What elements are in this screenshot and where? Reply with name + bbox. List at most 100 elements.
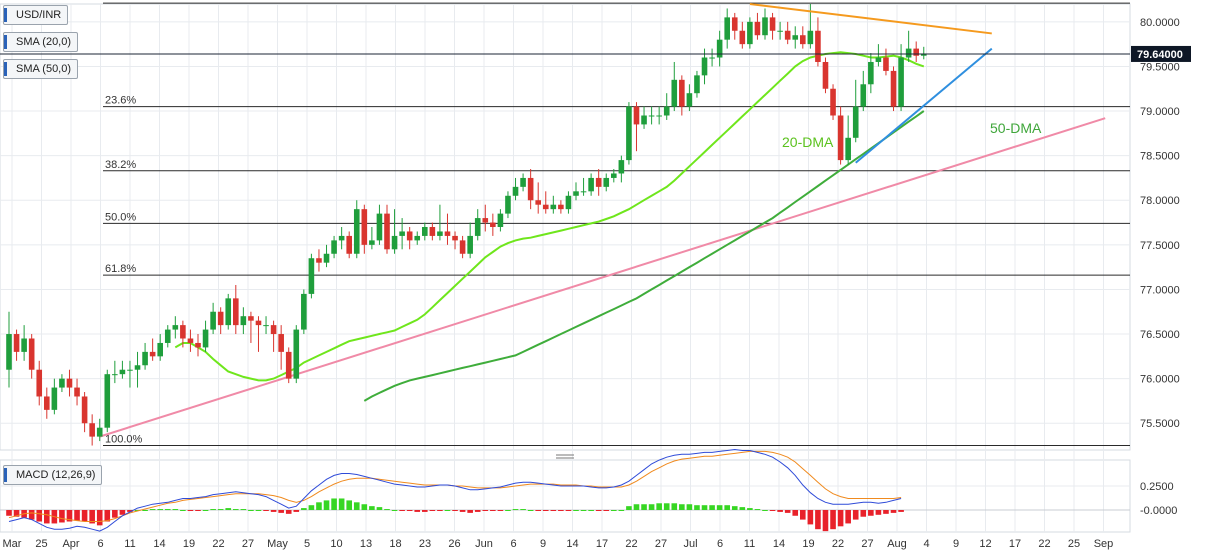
date-tick-label: 6 [717,538,723,550]
candle-body [255,320,262,326]
candle-body [762,17,768,36]
date-tick-label: 23 [419,538,431,550]
macd-histogram-bar [626,506,632,510]
candle-body [172,325,179,330]
candle-body [497,213,504,227]
macd-histogram-bar [293,510,300,512]
candle-body [338,235,345,241]
candle-body [754,21,761,36]
candle-body [716,39,723,58]
date-tick-label: 12 [979,538,991,550]
macd-panel [0,459,1131,533]
candle-body [119,369,126,375]
date-tick-label: 5 [304,538,310,550]
price-tick-label: 76.5000 [1140,329,1180,341]
macd-line [8,448,902,532]
candle-body [74,387,80,397]
macd-histogram-bar [240,509,247,511]
candle-body [233,298,239,326]
date-tick-label: 11 [744,538,755,550]
date-tick-label: 14 [566,538,578,550]
macd-histogram-bar [694,505,700,510]
candle-body [248,316,254,321]
sma20-tag[interactable]: SMA (20,0) [3,32,79,52]
macd-histogram-bar [59,510,65,523]
candle-body [671,79,678,107]
date-tick-label: Mar [3,538,22,550]
sma50-tag[interactable]: SMA (50,0) [3,59,79,79]
date-tick-label: 17 [596,538,608,550]
sma20-line [174,51,925,382]
macd-histogram-bar [316,502,322,510]
macd-histogram-bar [104,510,111,522]
macd-histogram-bar [852,510,859,520]
candle-body [830,88,836,116]
candle-body [376,213,383,241]
candle-body [89,423,95,437]
macd-histogram-bar [784,510,791,513]
candle-body [293,329,300,379]
macd-histogram-bar [127,510,133,512]
macd-histogram-bar [845,510,851,524]
candle-body [157,342,163,357]
macd-histogram-bar [384,509,390,511]
candle-body [353,209,360,254]
macd-histogram-bar [565,510,572,511]
macd-tag[interactable]: MACD (12,26,9) [3,465,103,485]
macd-histogram-bar [202,510,209,511]
date-tick-label: 11 [124,538,135,550]
macd-histogram-bar [769,510,776,511]
candle-body [837,115,844,161]
macd-histogram-bar [369,506,375,510]
macd-histogram-bar [346,500,352,510]
candle-body [104,374,111,428]
candle-body [550,204,557,210]
macd-histogram-bar [301,508,307,510]
candle-body [890,70,897,107]
symbol-label: USD/INR [16,9,62,21]
macd-histogram-bar [225,508,232,510]
candle-body [429,227,436,236]
candle-body [913,48,919,56]
macd-histogram-bar [263,510,269,511]
candle-body [6,334,12,370]
fib-label: 100.0% [105,434,143,446]
macd-histogram-bar [588,510,594,511]
macd-histogram-bar [323,500,330,510]
price-tick-label: 80.0000 [1140,17,1180,29]
date-tick-label: Apr [62,538,79,550]
candle-body [369,240,375,245]
macd-histogram-bar [580,510,587,511]
macd-histogram-bar [119,510,126,515]
macd-histogram-bar [66,510,73,522]
macd-histogram-bar [248,510,254,511]
macd-histogram-bar [558,510,564,511]
macd-histogram-bar [452,510,458,511]
date-tick-label: 27 [242,538,254,550]
date-tick-label: 14 [773,538,785,550]
candle-body [618,160,625,174]
symbol-tag[interactable]: USD/INR [3,5,69,25]
support-trendline [99,117,1106,438]
macd-histogram-bar [81,510,88,522]
date-tick-label: 6 [97,538,103,550]
macd-histogram-bar [860,510,867,517]
macd-histogram-bar [875,510,882,515]
candle-body [301,293,307,330]
candle-body [217,311,224,326]
macd-histogram-bar [505,510,511,511]
candle-body [210,311,216,330]
macd-histogram-bar [338,498,345,510]
candle-body [883,57,889,71]
macd-histogram-bar [210,509,216,511]
triangle-support-line [855,47,993,164]
macd-histogram-bar [550,510,557,511]
candle-body [323,253,330,263]
macd-histogram-bar [74,510,80,521]
macd-histogram-bar [467,510,473,513]
macd-histogram-bar [233,509,239,511]
macd-histogram-bar [777,510,783,512]
candle-body [505,195,511,214]
date-tick-label: 14 [153,538,165,550]
date-tick-label: 17 [1009,538,1021,550]
